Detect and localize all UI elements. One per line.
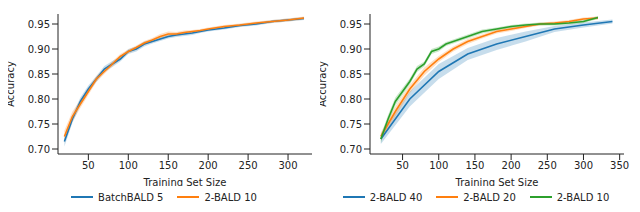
svg-text:50: 50 — [82, 160, 95, 171]
svg-text:300: 300 — [574, 160, 593, 171]
svg-text:0.80: 0.80 — [28, 94, 50, 105]
svg-text:250: 250 — [538, 160, 557, 171]
svg-text:0.85: 0.85 — [340, 69, 362, 80]
svg-text:0.70: 0.70 — [28, 144, 50, 155]
html-text:2-BALD 40: 2-BALD 40 — [369, 191, 423, 203]
svg-text:50: 50 — [396, 160, 409, 171]
svg-text:200: 200 — [502, 160, 521, 171]
html-text:2-BALD 10: 2-BALD 10 — [556, 191, 610, 203]
svg-text:Training Set Size: Training Set Size — [143, 177, 227, 186]
svg-text:0.95: 0.95 — [340, 19, 362, 30]
html-text:2-BALD 10: 2-BALD 10 — [204, 191, 257, 203]
svg-text:350: 350 — [610, 160, 629, 171]
svg-text:Training Set Size: Training Set Size — [455, 177, 539, 186]
svg-text:0.95: 0.95 — [28, 19, 50, 30]
svg-text:0.75: 0.75 — [28, 119, 50, 130]
svg-text:0.80: 0.80 — [340, 94, 362, 105]
svg-text:0.90: 0.90 — [340, 44, 362, 55]
svg-text:Accuracy: Accuracy — [8, 61, 16, 107]
svg-text:0.75: 0.75 — [340, 119, 362, 130]
html-text:BatchBALD 5: BatchBALD 5 — [98, 191, 164, 203]
svg-text:Accuracy: Accuracy — [320, 61, 328, 107]
svg-text:0.90: 0.90 — [28, 44, 50, 55]
html-text:2-BALD 20: 2-BALD 20 — [463, 191, 516, 203]
svg-text:150: 150 — [159, 160, 178, 171]
svg-text:150: 150 — [465, 160, 484, 171]
svg-text:100: 100 — [429, 160, 448, 171]
svg-text:0.85: 0.85 — [28, 69, 50, 80]
svg-text:100: 100 — [119, 160, 138, 171]
svg-text:250: 250 — [239, 160, 258, 171]
svg-text:200: 200 — [199, 160, 218, 171]
svg-text:0.70: 0.70 — [340, 144, 362, 155]
svg-text:300: 300 — [278, 160, 297, 171]
